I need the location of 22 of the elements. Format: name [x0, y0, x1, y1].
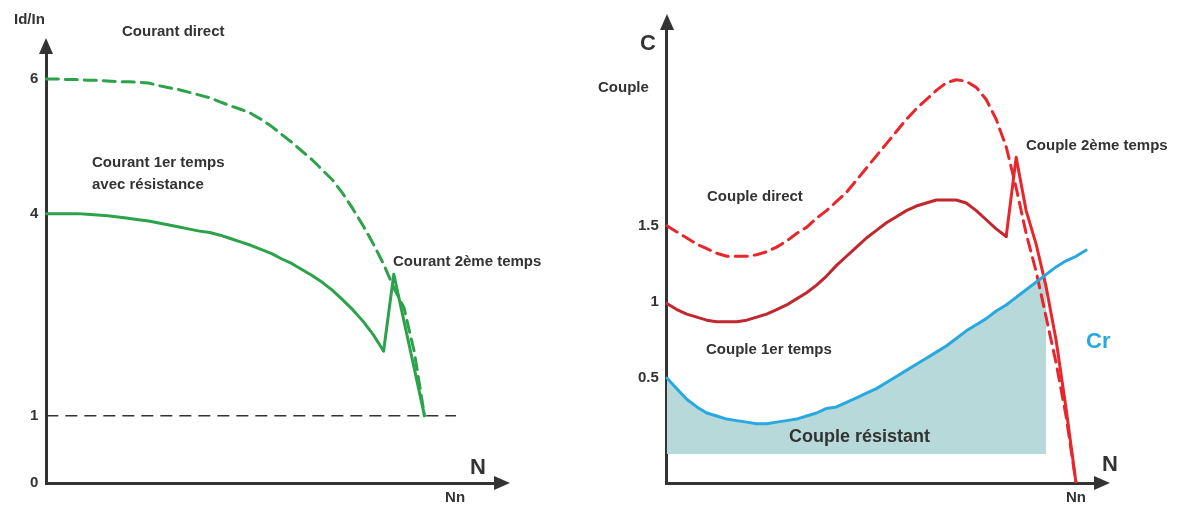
y-tick-label: 6 [30, 69, 39, 87]
y-axis-title: Id/In [14, 10, 45, 28]
y-tick-label: 1 [650, 292, 659, 310]
series-label: Couple 2ème temps [1026, 136, 1168, 154]
y-tick-label: 4 [30, 203, 39, 221]
series-label: Couple direct [707, 187, 803, 205]
y-tick-label: 0 [30, 473, 39, 491]
text: Couple [598, 78, 649, 96]
x-axis-title: N [470, 454, 486, 480]
y-tick-label: 1 [30, 405, 39, 423]
text: Courant direct [122, 22, 225, 40]
text: Cr [1086, 328, 1111, 354]
series-label: Couple 1er temps [706, 340, 832, 358]
series-label: Courant 2ème temps [393, 252, 542, 270]
y-tick-label: 1.5 [637, 215, 659, 233]
x-tick-label: Nn [1066, 488, 1087, 506]
series-label: Courant 1er temps avec résistance [92, 153, 225, 193]
x-axis-title: N [1102, 451, 1118, 477]
y-axis-title: C [640, 30, 656, 56]
y-tick-label: 0.5 [637, 368, 659, 386]
series-label: Couple résistant [789, 425, 931, 446]
x-tick-label: Nn [445, 488, 466, 506]
